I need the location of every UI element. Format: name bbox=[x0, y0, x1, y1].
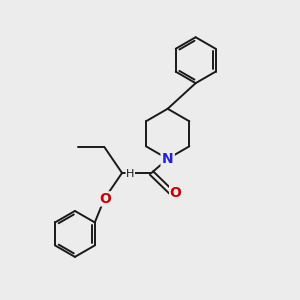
Text: N: N bbox=[162, 152, 173, 166]
Text: O: O bbox=[170, 186, 182, 200]
Text: H: H bbox=[126, 169, 134, 179]
Text: O: O bbox=[99, 192, 111, 206]
